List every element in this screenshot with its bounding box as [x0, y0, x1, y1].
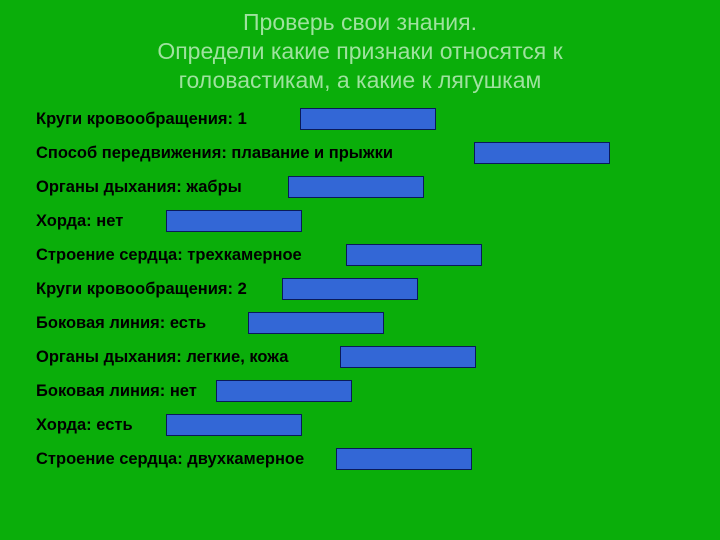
- items-list: Круги кровообращения: 1 Способ передвижен…: [0, 98, 720, 476]
- item-label: Органы дыхания: жабры: [36, 178, 242, 197]
- item-row: Строение сердца: трехкамерное: [36, 238, 720, 272]
- item-row: Круги кровообращения: 2: [36, 272, 720, 306]
- title-line-2: Определи какие признаки относятся к: [40, 37, 680, 66]
- item-label: Строение сердца: трехкамерное: [36, 246, 302, 265]
- item-row: Хорда: нет: [36, 204, 720, 238]
- item-label: Способ передвижения: плавание и прыжки: [36, 144, 393, 163]
- item-label: Боковая линия: есть: [36, 314, 206, 333]
- answer-box[interactable]: [248, 312, 384, 334]
- item-row: Хорда: есть: [36, 408, 720, 442]
- answer-box[interactable]: [336, 448, 472, 470]
- title-block: Проверь свои знания. Определи какие приз…: [0, 0, 720, 98]
- answer-box[interactable]: [166, 210, 302, 232]
- answer-box[interactable]: [340, 346, 476, 368]
- slide: Проверь свои знания. Определи какие приз…: [0, 0, 720, 540]
- item-label: Круги кровообращения: 2: [36, 280, 247, 299]
- item-label: Круги кровообращения: 1: [36, 110, 247, 129]
- item-row: Органы дыхания: легкие, кожа: [36, 340, 720, 374]
- item-label: Хорда: есть: [36, 416, 133, 435]
- item-row: Строение сердца: двухкамерное: [36, 442, 720, 476]
- title-line-1: Проверь свои знания.: [40, 8, 680, 37]
- answer-box[interactable]: [474, 142, 610, 164]
- answer-box[interactable]: [288, 176, 424, 198]
- title-line-3: головастикам, а какие к лягушкам: [40, 66, 680, 95]
- item-label: Хорда: нет: [36, 212, 123, 231]
- answer-box[interactable]: [300, 108, 436, 130]
- item-row: Боковая линия: есть: [36, 306, 720, 340]
- item-label: Строение сердца: двухкамерное: [36, 450, 304, 469]
- answer-box[interactable]: [166, 414, 302, 436]
- answer-box[interactable]: [282, 278, 418, 300]
- item-row: Боковая линия: нет: [36, 374, 720, 408]
- item-row: Круги кровообращения: 1: [36, 102, 720, 136]
- answer-box[interactable]: [346, 244, 482, 266]
- item-label: Органы дыхания: легкие, кожа: [36, 348, 288, 367]
- item-row: Органы дыхания: жабры: [36, 170, 720, 204]
- item-label: Боковая линия: нет: [36, 382, 197, 401]
- answer-box[interactable]: [216, 380, 352, 402]
- item-row: Способ передвижения: плавание и прыжки: [36, 136, 720, 170]
